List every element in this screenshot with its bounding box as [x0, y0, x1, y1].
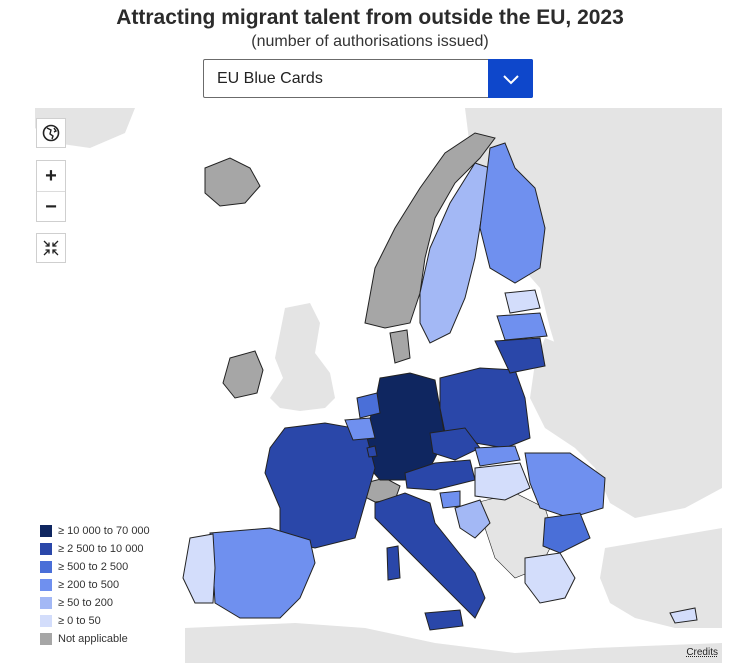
- legend-item[interactable]: ≥ 10 000 to 70 000: [40, 523, 150, 539]
- country-sweden[interactable]: [419, 162, 491, 344]
- indicator-dropdown[interactable]: EU Blue Cards: [203, 59, 533, 98]
- legend-swatch: [40, 543, 52, 555]
- legend-swatch: [40, 525, 52, 537]
- country-italy[interactable]: [374, 492, 486, 619]
- legend-swatch: [40, 561, 52, 573]
- legend-label: ≥ 500 to 2 500: [58, 561, 129, 573]
- country-spain[interactable]: [209, 527, 316, 619]
- legend-swatch: [40, 633, 52, 645]
- country-slovenia[interactable]: [439, 490, 461, 509]
- legend-swatch: [40, 597, 52, 609]
- legend-item[interactable]: ≥ 200 to 500: [40, 577, 119, 593]
- legend-item[interactable]: ≥ 0 to 50: [40, 613, 101, 629]
- country-latvia[interactable]: [496, 312, 548, 341]
- zoom-in-button[interactable]: +: [45, 164, 57, 187]
- zoom-out-button[interactable]: −: [45, 195, 57, 218]
- iceland-fill: [204, 157, 261, 207]
- legend-swatch: [40, 579, 52, 591]
- legend-item[interactable]: Not applicable: [40, 631, 128, 647]
- ireland-fill: [222, 350, 264, 399]
- belarus-ukraine-landmass: [530, 338, 722, 518]
- legend-label: ≥ 10 000 to 70 000: [58, 525, 150, 537]
- country-denmark[interactable]: [389, 329, 411, 364]
- zoom-controls: + −: [36, 160, 66, 222]
- legend-label: ≥ 50 to 200: [58, 597, 113, 609]
- legend-label: ≥ 200 to 500: [58, 579, 120, 591]
- legend-swatch: [40, 615, 52, 627]
- globe-icon: [42, 124, 60, 142]
- country-slovakia[interactable]: [474, 445, 521, 467]
- page-title: Attracting migrant talent from outside t…: [116, 6, 624, 29]
- legend-label: ≥ 0 to 50: [58, 615, 101, 627]
- country-luxembourg[interactable]: [366, 445, 378, 458]
- country-greece[interactable]: [524, 552, 576, 604]
- country-bulgaria[interactable]: [542, 512, 591, 554]
- dropdown-selected-value: EU Blue Cards: [217, 70, 323, 87]
- reset-view-button[interactable]: [36, 233, 66, 263]
- country-estonia[interactable]: [504, 289, 541, 314]
- legend-item[interactable]: ≥ 50 to 200: [40, 595, 113, 611]
- island-sicily[interactable]: [424, 609, 464, 631]
- page-subtitle: (number of authorisations issued): [251, 33, 489, 50]
- legend-label: ≥ 2 500 to 10 000: [58, 543, 144, 555]
- country-hungary[interactable]: [474, 462, 531, 501]
- norway-fill: [364, 132, 496, 329]
- zoom-divider: [37, 191, 65, 192]
- legend-item[interactable]: ≥ 500 to 2 500: [40, 559, 128, 575]
- country-portugal[interactable]: [182, 533, 216, 604]
- country-france[interactable]: [264, 422, 376, 549]
- turkey-landmass: [600, 528, 722, 628]
- island-sardinia[interactable]: [386, 545, 401, 581]
- map-legend: ≥ 10 000 to 70 000 ≥ 2 500 to 10 000 ≥ 500…: [35, 517, 167, 652]
- country-finland[interactable]: [479, 142, 546, 284]
- country-belgium[interactable]: [344, 417, 376, 441]
- collapse-arrows-icon: [43, 240, 59, 256]
- credits-link[interactable]: Credits: [686, 647, 718, 658]
- dropdown-toggle-button[interactable]: [488, 59, 533, 98]
- legend-item[interactable]: ≥ 2 500 to 10 000: [40, 541, 144, 557]
- country-czechia[interactable]: [429, 427, 481, 461]
- legend-label: Not applicable: [58, 633, 128, 645]
- globe-button[interactable]: [36, 118, 66, 148]
- country-romania[interactable]: [524, 452, 606, 519]
- uk-landmass: [270, 303, 335, 411]
- country-netherlands[interactable]: [356, 392, 381, 419]
- island-cyprus[interactable]: [669, 607, 698, 624]
- chevron-down-icon: [502, 74, 519, 84]
- north-africa-landmass: [185, 623, 722, 663]
- country-lithuania[interactable]: [494, 337, 546, 374]
- country-croatia[interactable]: [454, 499, 491, 539]
